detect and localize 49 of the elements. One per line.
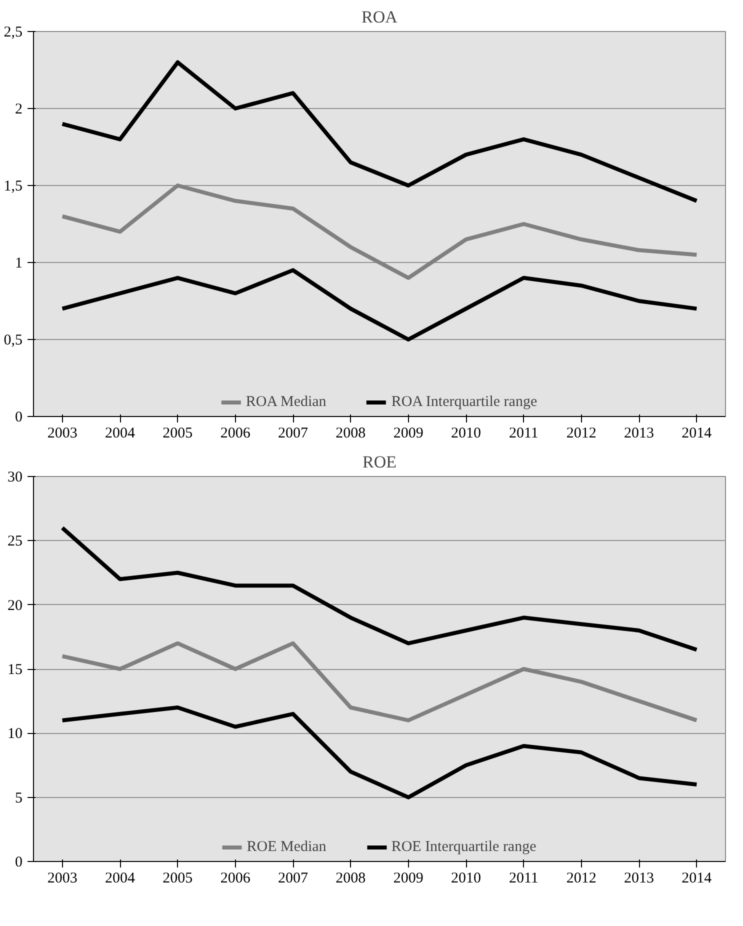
line-series	[60, 184, 699, 280]
y-tick-label: 20	[8, 598, 22, 614]
line-series	[60, 706, 699, 800]
x-tick-label: 2011	[508, 870, 538, 886]
x-tick-label: 2013	[624, 870, 654, 886]
x-tick-label: 2012	[566, 426, 596, 442]
x-tick-label: 2014	[682, 426, 712, 442]
legend-label: ROE Interquartile range	[391, 838, 536, 856]
x-tick-label: 2007	[278, 426, 308, 442]
line-series	[60, 526, 699, 652]
legend-label: ROA Median	[246, 394, 326, 410]
x-tick-label: 2008	[336, 426, 366, 442]
x-tick-label: 2007	[278, 870, 308, 886]
x-tick-label: 2008	[336, 870, 366, 886]
x-tick-label: 2012	[566, 870, 596, 886]
x-tick-label: 2009	[393, 426, 424, 442]
x-tick-label: 2013	[624, 426, 654, 442]
chart-title: ROA	[362, 8, 398, 26]
x-tick-label: 2010	[451, 426, 481, 442]
y-tick-label: 5	[15, 790, 22, 806]
x-tick-label: 2005	[162, 870, 193, 886]
line-series	[60, 268, 699, 342]
x-tick-label: 2005	[162, 426, 193, 442]
line-series	[60, 641, 699, 722]
y-tick-label: 10	[8, 726, 22, 742]
x-tick-label: 2003	[47, 870, 78, 886]
x-tick-label: 2010	[451, 870, 481, 886]
x-tick-label: 2006	[220, 870, 251, 886]
x-tick-label: 2014	[682, 870, 712, 886]
x-tick-label: 2009	[393, 870, 424, 886]
y-tick-label: 2,5	[4, 24, 22, 40]
line-series	[60, 60, 699, 203]
y-tick-label: 30	[8, 470, 22, 486]
y-tick-label: 0	[15, 410, 22, 426]
y-tick-label: 1	[15, 256, 22, 272]
x-tick-label: 2006	[220, 426, 251, 442]
x-tick-label: 2004	[105, 870, 136, 886]
y-tick-label: 25	[8, 534, 22, 550]
legend-label: ROE Median	[246, 838, 326, 856]
y-tick-label: 15	[8, 662, 22, 678]
y-tick-label: 0,5	[4, 332, 22, 348]
x-tick-label: 2011	[508, 426, 538, 442]
y-tick-label: 0	[15, 854, 22, 870]
legend-label: ROA Interquartile range	[391, 394, 538, 410]
y-tick-label: 2	[15, 102, 22, 118]
y-tick-label: 1,5	[4, 178, 22, 194]
chart-title: ROE	[362, 452, 396, 472]
x-tick-label: 2003	[47, 426, 78, 442]
x-tick-label: 2004	[105, 426, 136, 442]
